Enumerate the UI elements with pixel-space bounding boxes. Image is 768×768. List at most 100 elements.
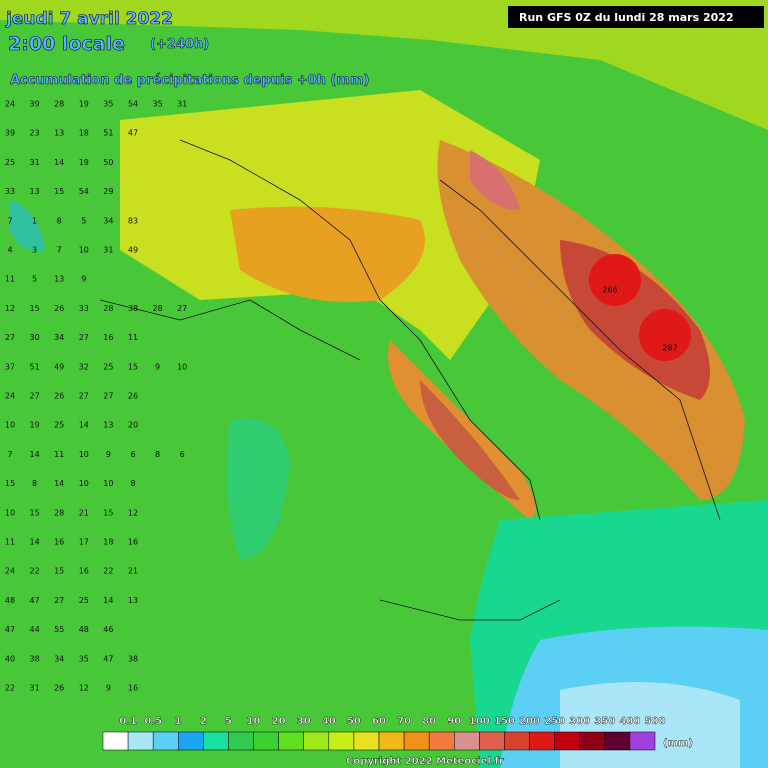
grid-value: 13 bbox=[103, 421, 113, 430]
grid-value: 13 bbox=[128, 596, 138, 605]
grid-value: 1 bbox=[32, 216, 37, 225]
grid-value: 40 bbox=[5, 654, 15, 663]
grid-value: 10 bbox=[79, 479, 89, 488]
grid-value: 39 bbox=[5, 129, 15, 138]
grid-value: 27 bbox=[5, 333, 15, 342]
grid-value: 7 bbox=[57, 246, 62, 255]
grid-value: 22 bbox=[5, 684, 15, 693]
grid-value: 26 bbox=[128, 392, 138, 401]
grid-value: 12 bbox=[79, 684, 89, 693]
grid-value: 5 bbox=[81, 216, 86, 225]
grid-value: 11 bbox=[128, 333, 138, 342]
legend-label: 50 bbox=[347, 716, 361, 727]
legend-swatch bbox=[378, 731, 405, 751]
grid-value: 35 bbox=[103, 100, 113, 109]
grid-value: 13 bbox=[54, 129, 64, 138]
grid-value: 31 bbox=[30, 158, 40, 167]
lead-time: (+240h) bbox=[150, 37, 209, 52]
legend-swatch bbox=[479, 731, 505, 751]
legend-swatch bbox=[403, 731, 430, 751]
grid-value: 39 bbox=[30, 100, 40, 109]
grid-value: 7 bbox=[7, 450, 12, 459]
grid-value: 38 bbox=[128, 304, 138, 313]
grid-value: 10 bbox=[177, 362, 187, 371]
grid-value: 9 bbox=[155, 362, 160, 371]
grid-value: 13 bbox=[30, 187, 40, 196]
grid-value: 10 bbox=[79, 450, 89, 459]
grid-value: 31 bbox=[177, 100, 187, 109]
legend-swatch bbox=[102, 731, 129, 751]
grid-value: 54 bbox=[79, 187, 89, 196]
grid-value: 28 bbox=[54, 508, 64, 517]
peak-value: 287 bbox=[662, 344, 677, 353]
grid-value: 15 bbox=[30, 304, 40, 313]
grid-value: 34 bbox=[54, 333, 64, 342]
grid-value: 9 bbox=[106, 450, 111, 459]
grid-value: 22 bbox=[30, 567, 40, 576]
grid-value: 49 bbox=[54, 362, 64, 371]
legend-label: 10 bbox=[247, 716, 261, 727]
grid-value: 37 bbox=[5, 362, 15, 371]
grid-value: 15 bbox=[5, 479, 15, 488]
grid-value: 14 bbox=[54, 158, 64, 167]
grid-value: 25 bbox=[79, 596, 89, 605]
legend-label: 0.1 bbox=[119, 716, 137, 727]
grid-value: 44 bbox=[30, 625, 40, 634]
legend-swatch bbox=[428, 731, 455, 751]
grid-value: 6 bbox=[130, 450, 135, 459]
grid-value: 4 bbox=[7, 246, 12, 255]
peak-value: 266 bbox=[602, 286, 617, 295]
copyright: Copyright 2022 Meteociel.fr bbox=[346, 756, 504, 767]
grid-value: 9 bbox=[81, 275, 86, 284]
grid-value: 25 bbox=[54, 421, 64, 430]
grid-value: 27 bbox=[54, 596, 64, 605]
grid-value: 19 bbox=[79, 100, 89, 109]
time: 2:00 locale bbox=[8, 33, 125, 55]
grid-value: 8 bbox=[32, 479, 37, 488]
run-box bbox=[508, 6, 764, 28]
grid-value: 10 bbox=[5, 421, 15, 430]
grid-value: 20 bbox=[128, 421, 138, 430]
grid-value: 50 bbox=[103, 158, 113, 167]
grid-value: 16 bbox=[128, 684, 138, 693]
grid-value: 28 bbox=[54, 100, 64, 109]
date: jeudi 7 avril 2022 bbox=[5, 9, 173, 29]
grid-value: 47 bbox=[103, 654, 113, 663]
grid-value: 38 bbox=[30, 654, 40, 663]
grid-value: 16 bbox=[128, 538, 138, 547]
grid-value: 30 bbox=[30, 333, 40, 342]
legend-label: 70 bbox=[397, 716, 411, 727]
grid-value: 16 bbox=[79, 567, 89, 576]
grid-value: 26 bbox=[54, 304, 64, 313]
legend-label: 90 bbox=[447, 716, 461, 727]
grid-value: 48 bbox=[5, 596, 15, 605]
grid-value: 24 bbox=[5, 100, 15, 109]
legend-swatch bbox=[178, 731, 204, 751]
grid-value: 47 bbox=[128, 129, 138, 138]
grid-value: 26 bbox=[54, 392, 64, 401]
grid-value: 47 bbox=[5, 625, 15, 634]
grid-value: 55 bbox=[54, 625, 64, 634]
grid-value: 5 bbox=[32, 275, 37, 284]
grid-value: 15 bbox=[54, 187, 64, 196]
grid-value: 15 bbox=[128, 362, 138, 371]
grid-value: 13 bbox=[54, 275, 64, 284]
legend-swatch bbox=[328, 731, 355, 751]
legend-label: 1 bbox=[175, 716, 182, 727]
legend: 0.1 0.5 1 2 5 10 20 30 40 50 60 70 80 90 100 150 200 250 3… bbox=[102, 716, 666, 751]
run-info: Run GFS 0Z du lundi 28 mars 2022 bbox=[519, 11, 734, 24]
grid-value: 7 bbox=[7, 216, 12, 225]
legend-label: 150 bbox=[494, 716, 515, 727]
grid-value: 38 bbox=[128, 654, 138, 663]
grid-value: 8 bbox=[57, 216, 62, 225]
grid-value: 51 bbox=[30, 362, 40, 371]
grid-value: 8 bbox=[130, 479, 135, 488]
grid-value: 10 bbox=[103, 479, 113, 488]
grid-value: 12 bbox=[5, 304, 15, 313]
grid-value: 15 bbox=[54, 567, 64, 576]
legend-label: 40 bbox=[322, 716, 336, 727]
grid-value: 33 bbox=[5, 187, 15, 196]
